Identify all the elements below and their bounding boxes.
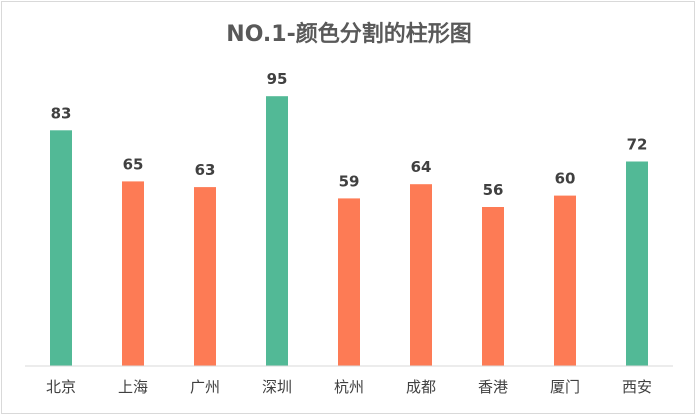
data-label: 59 (339, 172, 360, 190)
data-label: 83 (51, 104, 72, 122)
data-label: 64 (411, 158, 432, 176)
x-tick-label: 广州 (190, 378, 220, 396)
x-tick-label: 厦门 (550, 378, 580, 396)
labels-layer: 83 北京 65 上海 63 广州 95 深圳 59 杭州 64 成都 56 香港 60 厦门 72 西安 (46, 70, 652, 396)
bar (482, 207, 504, 366)
data-label: 63 (195, 161, 216, 179)
bar (338, 198, 360, 366)
bar (626, 161, 648, 366)
data-label: 60 (555, 170, 576, 188)
bar (50, 130, 72, 366)
x-tick-label: 北京 (46, 378, 76, 396)
data-label: 72 (627, 136, 648, 154)
x-tick-label: 深圳 (262, 378, 292, 396)
bar (410, 184, 432, 366)
bar (122, 181, 144, 366)
data-label: 95 (267, 70, 288, 88)
data-label: 65 (123, 155, 144, 173)
x-tick-label: 上海 (118, 378, 148, 396)
x-tick-label: 香港 (478, 378, 508, 396)
bar (194, 187, 216, 366)
data-label: 56 (483, 181, 504, 199)
x-tick-label: 西安 (622, 378, 652, 396)
x-tick-label: 杭州 (334, 378, 364, 396)
x-tick-label: 成都 (406, 378, 436, 396)
bar (266, 96, 288, 366)
chart-title: NO.1-颜色分割的柱形图 (226, 22, 472, 47)
bar (554, 195, 576, 366)
bars-layer (50, 96, 648, 366)
